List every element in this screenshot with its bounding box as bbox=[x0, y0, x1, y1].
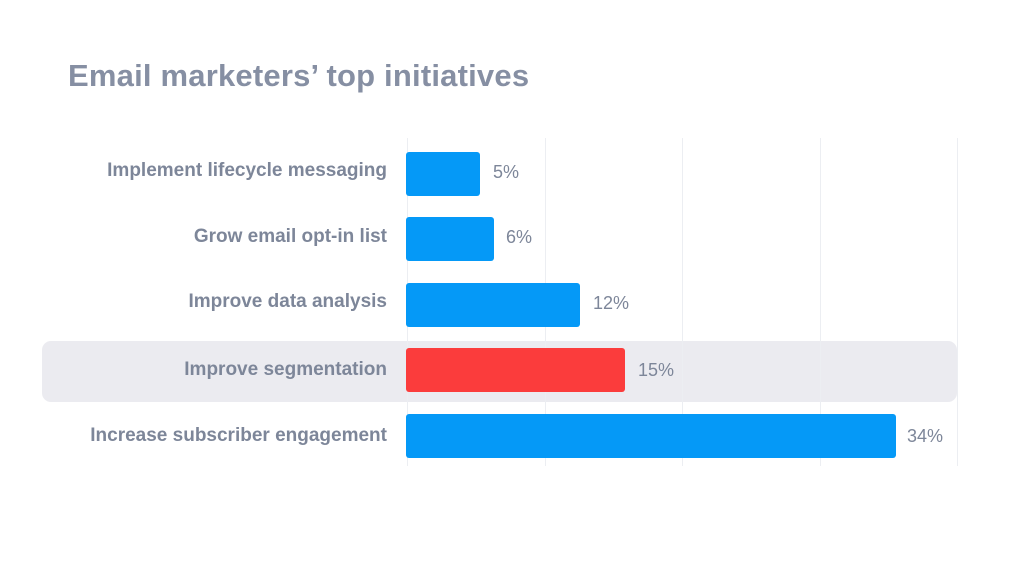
bar-value: 6% bbox=[506, 227, 533, 247]
bar-label: Increase subscriber engagement bbox=[90, 425, 387, 446]
bar bbox=[406, 414, 896, 458]
bar bbox=[406, 283, 580, 327]
bar-value: 12% bbox=[593, 293, 630, 313]
gridline bbox=[820, 138, 821, 466]
bar-value: 15% bbox=[638, 360, 675, 380]
bar-label: Implement lifecycle messaging bbox=[107, 160, 387, 181]
bar-value: 34% bbox=[907, 426, 944, 446]
bar bbox=[406, 152, 480, 196]
bar-label: Grow email opt-in list bbox=[193, 226, 387, 247]
bar bbox=[406, 217, 494, 261]
bar-value: 5% bbox=[493, 162, 520, 182]
bar-label: Improve data analysis bbox=[188, 291, 387, 312]
bar-highlighted bbox=[406, 348, 625, 392]
chart-title: Email marketers’ top initiatives bbox=[68, 58, 530, 93]
gridline bbox=[682, 138, 683, 466]
gridline bbox=[957, 138, 958, 466]
bar-label-highlighted: Improve segmentation bbox=[184, 359, 387, 380]
